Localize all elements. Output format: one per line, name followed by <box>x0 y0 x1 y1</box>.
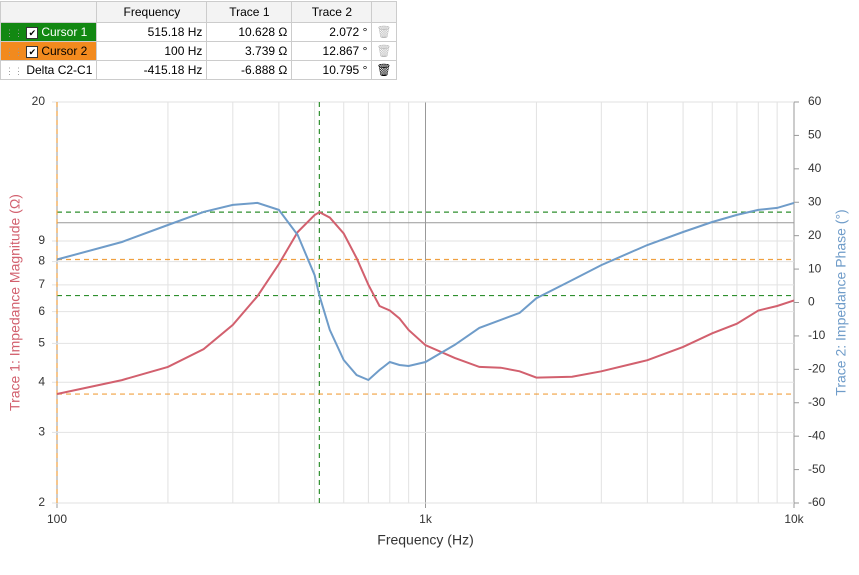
y2-tick-label: 40 <box>808 161 822 175</box>
y-tick-label: 6 <box>38 304 45 318</box>
y2-tick-label: -40 <box>808 428 826 442</box>
y2-tick-label: 60 <box>808 94 822 108</box>
delete[interactable]: 🗑 <box>371 60 397 80</box>
cell: 515.18 Hz <box>96 22 208 42</box>
y-tick-label: 8 <box>38 254 45 268</box>
delete[interactable]: 🗑 <box>371 22 397 42</box>
y2-axis-label: Trace 2: Impedance Phase (°) <box>833 209 849 395</box>
y-tick-label: 3 <box>38 425 45 439</box>
y-axis-label: Trace 1: Impedance Magnitude (Ω) <box>7 194 23 411</box>
y2-tick-label: 20 <box>808 228 822 242</box>
col-header: Trace 2 <box>291 1 373 23</box>
y2-tick-label: -60 <box>808 495 826 509</box>
y-tick-label: 20 <box>32 94 46 108</box>
trace-line <box>56 201 795 382</box>
cell: -415.18 Hz <box>96 60 208 80</box>
row-name: Delta C2-C1 <box>26 63 93 77</box>
y2-tick-label: 50 <box>808 128 822 142</box>
cell: 10.628 Ω <box>206 22 293 42</box>
y2-tick-label: 30 <box>808 194 822 208</box>
cell: 100 Hz <box>96 41 208 61</box>
y2-tick-label: -10 <box>808 328 826 342</box>
y-tick-label: 5 <box>38 336 45 350</box>
col-header: Frequency <box>96 1 208 23</box>
col-header: Trace 1 <box>206 1 293 23</box>
y2-tick-label: -50 <box>808 462 826 476</box>
row-name: Cursor 1 <box>41 25 88 39</box>
cursor-table: Frequency Trace 1 Trace 2 ⋮⋮ ✔ Cursor 1 515.… <box>0 1 397 80</box>
y2-tick-label: 0 <box>808 295 815 309</box>
x-tick-label: 10k <box>784 512 804 526</box>
y-tick-label: 9 <box>38 233 45 247</box>
x-tick-label: 100 <box>47 512 67 526</box>
row-name: Cursor 2 <box>41 44 88 58</box>
checkbox[interactable]: ✔ <box>26 27 39 39</box>
cell: 2.072 ° <box>291 22 373 42</box>
y2-tick-label: -20 <box>808 362 826 376</box>
y2-tick-label: 10 <box>808 261 822 275</box>
y2-tick-label: -30 <box>808 395 826 409</box>
y-tick-label: 4 <box>38 374 45 388</box>
cell: 10.795 ° <box>291 60 373 80</box>
trace-line <box>56 210 795 395</box>
x-axis-label: Frequency (Hz) <box>377 532 473 548</box>
x-tick-label: 1k <box>419 512 433 526</box>
delete[interactable]: 🗑 <box>371 41 397 61</box>
cell: 3.739 Ω <box>206 41 293 61</box>
cell: -6.888 Ω <box>206 60 293 80</box>
checkbox[interactable]: ✔ <box>26 46 39 58</box>
y-tick-label: 7 <box>38 277 45 291</box>
cell: 12.867 ° <box>291 41 373 61</box>
y-tick-label: 2 <box>38 495 45 509</box>
